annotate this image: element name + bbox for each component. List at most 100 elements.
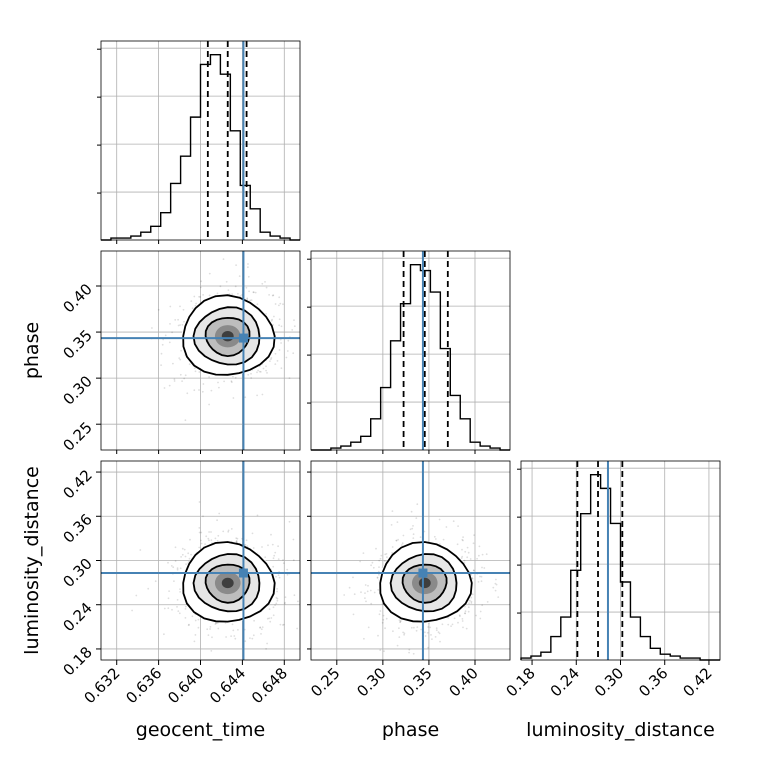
sample-point [176,599,179,601]
sample-point [408,651,410,654]
sample-point [278,318,281,321]
sample-point [437,631,440,634]
sample-point [232,397,235,399]
sample-point [272,606,275,609]
sample-point [381,621,384,624]
axes-frame [310,250,511,451]
sample-point [435,629,438,632]
sample-point [210,539,213,542]
sample-point [276,590,278,593]
sample-point [173,378,176,381]
sample-point [234,637,237,640]
sample-point [479,610,482,613]
sample-point [378,566,380,568]
sample-point [252,634,255,637]
sample-point [235,264,238,266]
sample-point [179,305,181,308]
sample-point [274,303,277,305]
sample-point [198,546,201,549]
y-tick-label: 0.18 [59,643,95,679]
sample-point [380,554,383,557]
sample-point [173,380,176,382]
sample-point [239,295,242,297]
sample-point [447,623,450,626]
sample-point [410,626,413,629]
sample-point [251,637,254,640]
x-axis-label: luminosity_distance [526,719,715,741]
sample-point [450,625,452,627]
sample-point [237,629,239,631]
hist-panel-phase [307,250,511,451]
sample-point [369,589,372,592]
sample-point [182,308,185,311]
sample-point [275,602,278,605]
sample-point [383,650,385,653]
sample-point [483,567,486,569]
histogram-step [520,474,720,661]
sample-point [167,597,170,600]
sample-point [164,334,167,337]
sample-point [461,620,464,622]
sample-point [215,622,218,625]
sample-point [396,521,399,523]
sample-point [207,634,210,636]
sample-point [353,593,356,596]
sample-point [199,286,202,289]
sample-point [265,648,267,650]
sample-point [272,614,275,617]
sample-point [399,620,402,622]
sample-point [278,349,281,351]
x-axis-luminosity_distance: 0.18 0.24 0.30 0.36 0.42 luminosity_distance [503,660,716,741]
sample-point [464,550,467,553]
sample-point [208,294,211,297]
sample-point [202,515,204,518]
x-tick-label: 0.36 [635,664,671,700]
sample-point [362,552,365,554]
sample-point [171,608,173,611]
y-tick-label: 0.42 [59,466,95,502]
sample-point [195,302,198,305]
sample-point [176,606,178,608]
sample-point [238,275,241,277]
sample-point [461,548,463,551]
sample-point [219,285,222,288]
sample-point [230,528,233,530]
sample-point [376,576,379,579]
sample-point [217,534,220,537]
sample-point [471,577,474,579]
sample-point [469,599,471,602]
sample-point [278,324,280,327]
y-tick-label: 0.35 [59,326,95,362]
sample-point [268,294,270,296]
sample-point [264,556,267,559]
sample-point [244,396,247,399]
sample-point [261,393,264,396]
sample-point [218,512,221,515]
sample-point [190,553,193,556]
sample-point [424,635,427,637]
truth-marker [238,568,248,578]
sample-point [208,376,211,378]
sample-point [469,558,472,560]
sample-point [179,588,181,590]
sample-point [191,307,194,310]
sample-point [386,556,388,558]
sample-point [173,580,175,582]
sample-point [391,552,393,554]
sample-point [251,532,254,535]
sample-point [198,295,201,298]
sample-point [401,544,403,546]
sample-point [464,612,466,615]
sample-point [479,575,481,578]
sample-point [210,531,212,533]
sample-point [282,623,285,626]
sample-point [252,547,255,549]
sample-point [179,324,182,326]
sample-point [277,574,280,576]
sample-point [398,627,400,630]
sample-point [434,636,437,638]
sample-point [391,546,394,548]
sample-point [367,626,370,629]
contour-line [389,553,458,613]
sample-point [276,597,279,600]
